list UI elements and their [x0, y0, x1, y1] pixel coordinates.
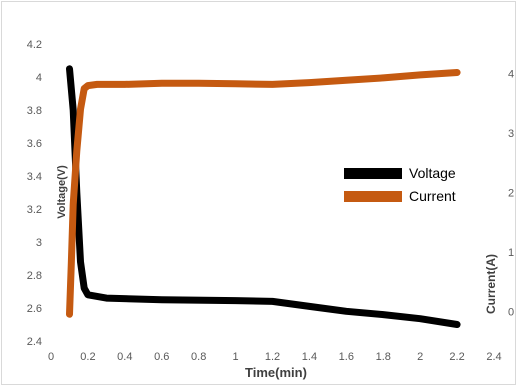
y2-tick-label: 2	[508, 188, 514, 200]
x-tick-label: 1.4	[302, 351, 317, 363]
legend-label-voltage: Voltage	[409, 165, 456, 181]
x-tick-label: 0.4	[117, 351, 132, 363]
series-line-voltage	[66, 65, 461, 328]
y-tick-label: 2.4	[27, 336, 42, 348]
legend-swatch-current	[344, 191, 402, 202]
series-lines	[66, 65, 461, 328]
legend-swatch-voltage	[344, 168, 402, 179]
y-tick-label: 3.4	[27, 171, 42, 183]
x-tick-label: 0.8	[191, 351, 206, 363]
x-tick-label: 1	[233, 351, 239, 363]
x-tick-label: 0	[48, 351, 54, 363]
y2-tick-label: 3	[508, 128, 514, 140]
x-tick-label: 1.6	[339, 351, 354, 363]
y-tick-label: 3.2	[27, 204, 42, 216]
y2-axis-ticks: 0 1 2 3 4	[508, 69, 514, 319]
y-tick-label: 4	[36, 72, 42, 84]
y2-tick-label: 4	[508, 69, 514, 81]
x-tick-label: 0.2	[80, 351, 95, 363]
y-tick-label: 3.6	[27, 138, 42, 150]
x-tick-label: 1.8	[376, 351, 391, 363]
y2-axis-label: Current(A)	[484, 254, 498, 314]
x-tick-label: 2	[417, 351, 423, 363]
legend-label-current: Current	[409, 188, 456, 204]
x-tick-label: 0.6	[154, 351, 169, 363]
x-tick-label: 2.4	[486, 351, 501, 363]
y-axis-label: Voltage(V)	[56, 165, 68, 219]
series-line-current	[66, 69, 461, 318]
y-tick-label: 3.8	[27, 105, 42, 117]
y2-tick-label: 1	[508, 247, 514, 259]
y2-tick-label: 0	[508, 306, 514, 318]
x-tick-label: 2.2	[449, 351, 464, 363]
x-axis-ticks: 0 0.2 0.4 0.6 0.8 1 1.2 1.4 1.6 1.8 2 2.2 2.4	[48, 351, 502, 363]
chart-frame: 0 0.2 0.4 0.6 0.8 1 1.2 1.4 1.6 1.8 2 2.2 2.4 2.4 2.6…	[1, 1, 516, 385]
legend: Voltage Current	[344, 165, 456, 204]
y-tick-label: 2.8	[27, 270, 42, 282]
x-tick-label: 1.2	[265, 351, 280, 363]
y-tick-label: 3	[36, 237, 42, 249]
y-axis-ticks: 2.4 2.6 2.8 3 3.2 3.4 3.6 3.8 4 4.2	[27, 39, 42, 348]
y-tick-label: 2.6	[27, 303, 42, 315]
x-axis-label: Time(min)	[245, 365, 307, 380]
y-tick-label: 4.2	[27, 39, 42, 51]
